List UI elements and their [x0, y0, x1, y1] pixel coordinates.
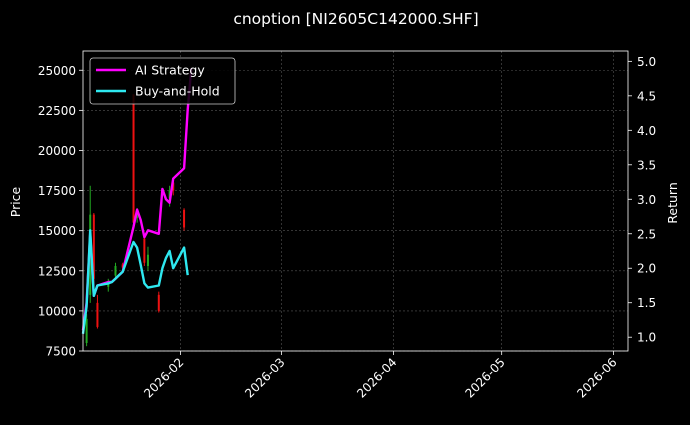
left-tick-label: 25000	[38, 64, 76, 78]
legend-label-ai-strategy: AI Strategy	[135, 63, 205, 78]
candle-body	[85, 318, 88, 343]
left-tick-label: 12500	[38, 264, 76, 278]
right-tick-label: 3.5	[637, 158, 656, 172]
candle-body	[92, 214, 95, 279]
candle-body	[143, 238, 146, 263]
right-tick-label: 1.0	[637, 331, 656, 345]
left-tick-label: 15000	[38, 224, 76, 238]
right-tick-label: 2.5	[637, 227, 656, 241]
right-tick-label: 4.0	[637, 124, 656, 138]
left-tick-label: 10000	[38, 304, 76, 318]
right-tick-label: 2.0	[637, 262, 656, 276]
left-axis-label: Price	[8, 186, 23, 217]
left-tick-label: 22500	[38, 104, 76, 118]
chart-title: cnoption [NI2605C142000.SHF]	[233, 10, 478, 28]
candle-body	[114, 265, 117, 276]
right-tick-label: 1.5	[637, 296, 656, 310]
left-tick-label: 17500	[38, 184, 76, 198]
candle-body	[183, 209, 186, 228]
right-tick-label: 5.0	[637, 55, 656, 69]
right-tick-label: 4.5	[637, 89, 656, 103]
line-layer	[81, 68, 193, 334]
legend-label-buy-and-hold: Buy-and-Hold	[135, 84, 220, 99]
legend-box	[89, 57, 236, 105]
candle-body	[96, 302, 99, 327]
legend: AI Strategy Buy-and-Hold	[89, 57, 236, 105]
left-tick-label: 7500	[45, 345, 76, 359]
series-line-buy-and-hold	[81, 229, 189, 334]
candle-body	[121, 264, 124, 268]
right-axis-label: Return	[665, 182, 680, 223]
candle-body	[157, 294, 160, 311]
plot-frame	[82, 50, 629, 352]
candle-body	[132, 94, 135, 223]
candle-body	[172, 182, 175, 191]
candle-body	[146, 254, 149, 266]
left-tick-label: 20000	[38, 144, 76, 158]
right-tick-label: 3.0	[637, 193, 656, 207]
